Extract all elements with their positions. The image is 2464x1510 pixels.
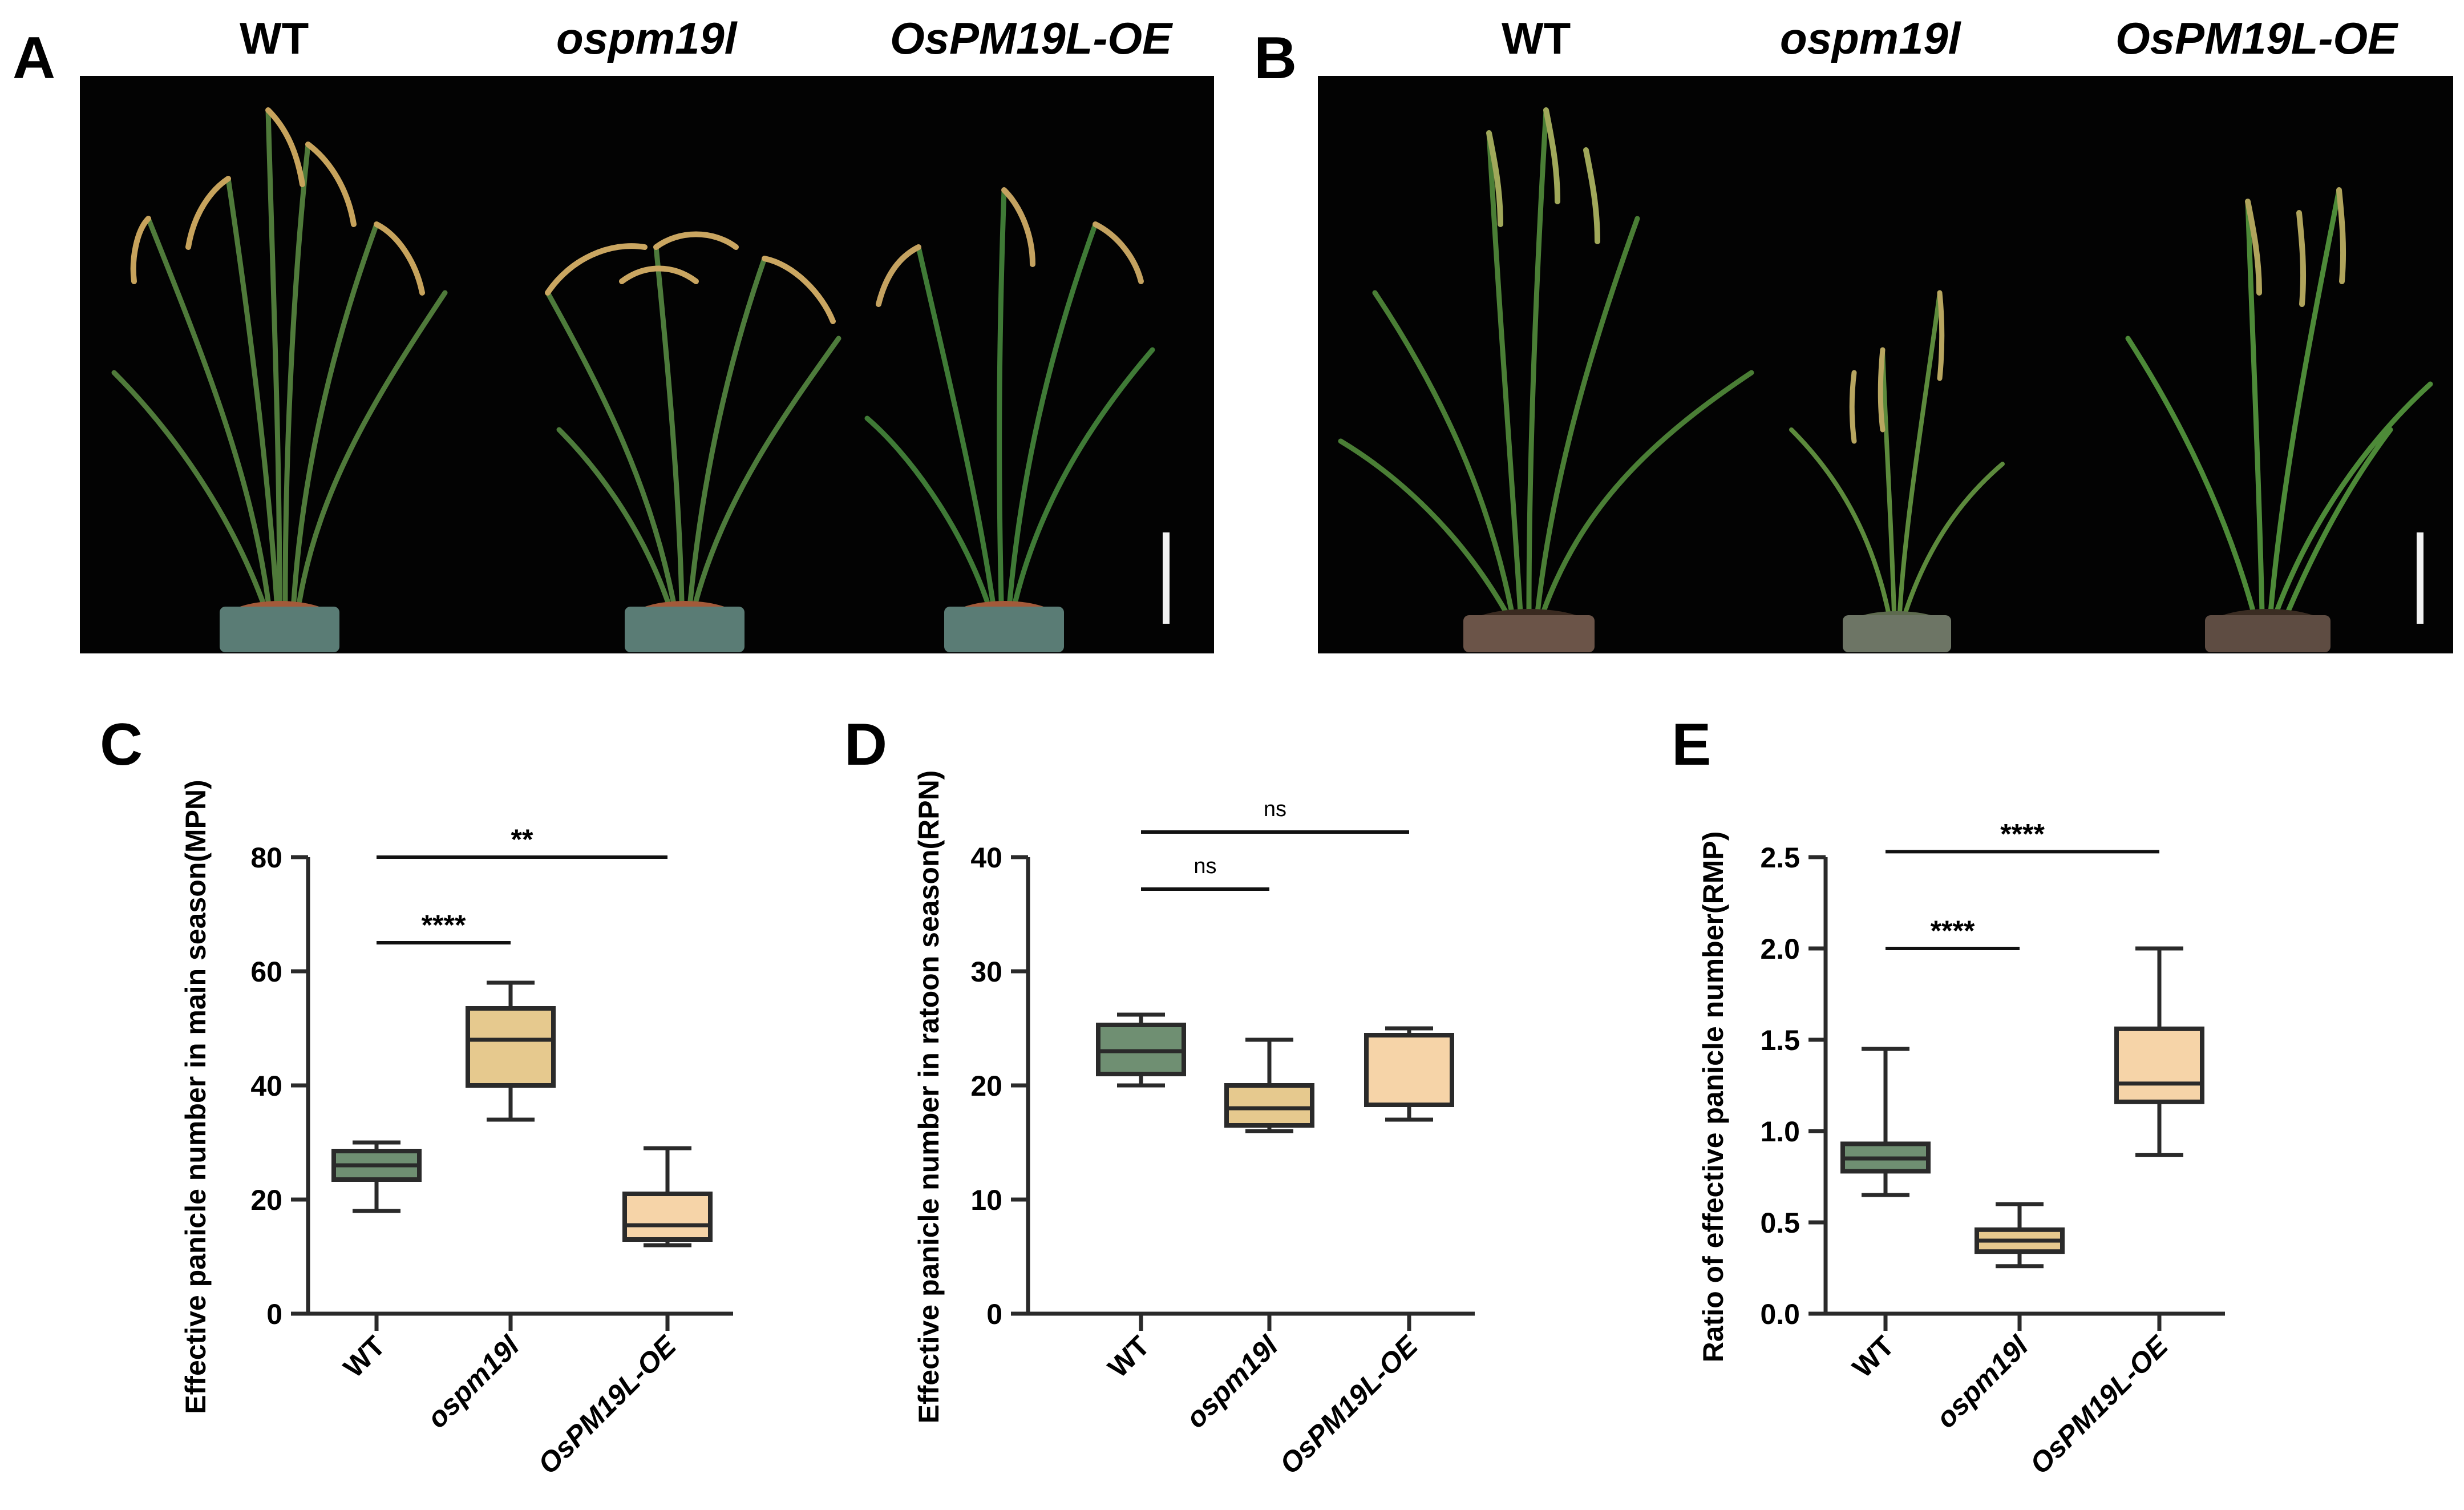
scale-bar-a: [1163, 532, 1170, 624]
significance-label: ****: [2000, 818, 2045, 850]
panel-a-label-mutant: ospm19l: [556, 13, 737, 63]
y-tick-label: 0: [266, 1298, 282, 1330]
box-1: [466, 1006, 556, 1088]
panel-b-letter: B: [1254, 25, 1297, 91]
y-tick-label: 10: [970, 1184, 1002, 1216]
chart-c: C Effective panicle number in main season…: [100, 712, 733, 1480]
y-axis-label: Ratio of effective panicle number(RMP): [1697, 831, 1729, 1363]
plant-oe-b: [2125, 187, 2433, 652]
y-tick-label: 40: [250, 1070, 282, 1102]
x-tick-label: ospm19l: [1930, 1329, 2035, 1434]
significance-label: ns: [1193, 854, 1216, 878]
panel-a-photo: [80, 76, 1214, 653]
chart-e: E Ratio of effective panicle number(RMP) 0…: [1672, 712, 2225, 1480]
y-tick-label: 30: [970, 956, 1002, 988]
box-1: [1224, 1083, 1314, 1128]
y-tick-label: 1.5: [1760, 1024, 1800, 1056]
panel-letter: D: [844, 712, 887, 778]
y-axis-label: Effective panicle number in ratoon seaso…: [913, 770, 945, 1424]
x-tick-label: OsPM19L-OE: [1273, 1329, 1425, 1480]
panel-b-label-wt: WT: [1502, 13, 1571, 63]
significance-label: ****: [1931, 915, 1975, 947]
scale-bar-b: [2417, 532, 2423, 624]
y-axis-label: Effective panicle number in main season(…: [180, 780, 212, 1414]
box-2: [1364, 1033, 1454, 1107]
panel-b-label-oe: OsPM19L-OE: [2115, 13, 2398, 63]
x-tick-label: WT: [337, 1330, 391, 1384]
plant-mutant-b: [1789, 290, 2005, 652]
panel-b-label-mutant: ospm19l: [1780, 13, 1961, 63]
y-tick-label: 0.5: [1760, 1207, 1800, 1239]
plant-oe-a: [864, 187, 1155, 652]
x-tick-label: ospm19l: [1180, 1329, 1285, 1434]
y-tick-label: 2.5: [1760, 842, 1800, 874]
y-tick-label: 40: [970, 842, 1002, 874]
y-tick-label: 0.0: [1760, 1298, 1800, 1330]
x-tick-label: WT: [1846, 1330, 1900, 1384]
panel-a-label-wt: WT: [240, 13, 309, 63]
y-tick-label: 1.0: [1760, 1116, 1800, 1148]
y-tick-label: 60: [250, 956, 282, 988]
box-2: [2114, 1026, 2204, 1104]
x-tick-label: ospm19l: [421, 1329, 526, 1434]
plant-wt-b: [1338, 107, 1754, 652]
plant-wt-a: [111, 107, 448, 652]
panel-b-photo: [1318, 76, 2453, 653]
x-tick-label: WT: [1102, 1330, 1156, 1384]
y-tick-label: 2.0: [1760, 933, 1800, 965]
panel-letter: C: [100, 712, 143, 778]
box-2: [622, 1192, 713, 1242]
chart-d: D Effective panicle number in ratoon seas…: [844, 712, 1475, 1480]
x-tick-label: OsPM19L-OE: [532, 1329, 683, 1480]
y-tick-label: 20: [250, 1184, 282, 1216]
panel-a-letter: A: [13, 25, 56, 91]
y-tick-label: 80: [250, 842, 282, 874]
significance-label: ns: [1264, 797, 1286, 821]
plant-mutant-a: [545, 231, 841, 652]
significance-label: **: [511, 823, 533, 855]
y-tick-label: 0: [986, 1298, 1002, 1330]
panel-a-label-oe: OsPM19L-OE: [890, 13, 1172, 63]
y-tick-label: 20: [970, 1070, 1002, 1102]
significance-label: ****: [422, 909, 466, 941]
panel-letter: E: [1672, 712, 1711, 778]
x-tick-label: OsPM19L-OE: [2024, 1329, 2175, 1480]
